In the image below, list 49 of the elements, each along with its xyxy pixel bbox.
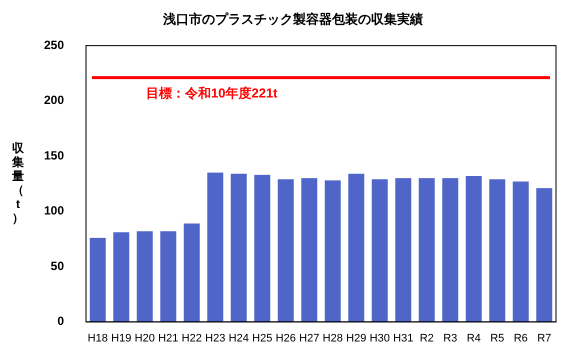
bar	[160, 231, 176, 322]
bar	[489, 179, 506, 322]
bar	[136, 231, 153, 322]
bar	[90, 238, 106, 322]
x-tick-label: R6	[514, 332, 528, 344]
x-tick-label: H31	[393, 332, 414, 344]
y-tick-label: 200	[44, 93, 64, 108]
x-tick-label: H22	[182, 332, 202, 344]
bar	[254, 174, 270, 322]
x-tick-label: H27	[299, 332, 320, 344]
y-tick-label: 100	[44, 204, 64, 218]
bar	[512, 181, 529, 322]
bar	[442, 178, 458, 322]
y-tick-label: 150	[44, 148, 64, 162]
x-tick-label: H24	[228, 332, 249, 344]
x-tick-label: H21	[158, 332, 178, 344]
bar	[324, 180, 341, 322]
bar	[278, 179, 294, 322]
bar	[184, 223, 200, 322]
bar	[372, 179, 388, 322]
bar	[301, 178, 318, 322]
y-tick-label: 0	[57, 314, 64, 328]
x-tick-label: H25	[252, 332, 272, 344]
bar	[348, 174, 364, 322]
x-tick-label: H30	[370, 332, 390, 344]
y-axis-title: 収集量（t）	[11, 141, 25, 226]
y-tick-label: 50	[50, 258, 64, 273]
x-tick-label: R5	[490, 332, 504, 344]
x-tick-label: H23	[205, 332, 226, 344]
bar	[418, 178, 435, 322]
bar	[230, 174, 247, 322]
ref-line-label: 目標：令和10年度221t	[146, 86, 278, 101]
x-tick-label: R2	[420, 332, 434, 344]
bar	[536, 188, 552, 322]
bar	[113, 232, 130, 322]
x-tick-label: R4	[466, 332, 481, 344]
x-tick-label: H20	[134, 332, 155, 344]
bar	[207, 172, 224, 322]
bar	[466, 176, 482, 322]
x-tick-label: H19	[111, 332, 132, 344]
bar	[395, 178, 412, 322]
chart-title: 浅口市のプラスチック製容器包装の収集実績	[162, 11, 423, 26]
x-tick-label: R7	[537, 332, 552, 344]
y-tick-label: 250	[44, 38, 64, 52]
x-tick-label: R3	[443, 332, 458, 344]
x-tick-label: H28	[322, 332, 343, 344]
x-tick-label: H18	[88, 332, 108, 344]
x-tick-label: H29	[346, 332, 366, 344]
x-tick-label: H26	[276, 332, 296, 344]
